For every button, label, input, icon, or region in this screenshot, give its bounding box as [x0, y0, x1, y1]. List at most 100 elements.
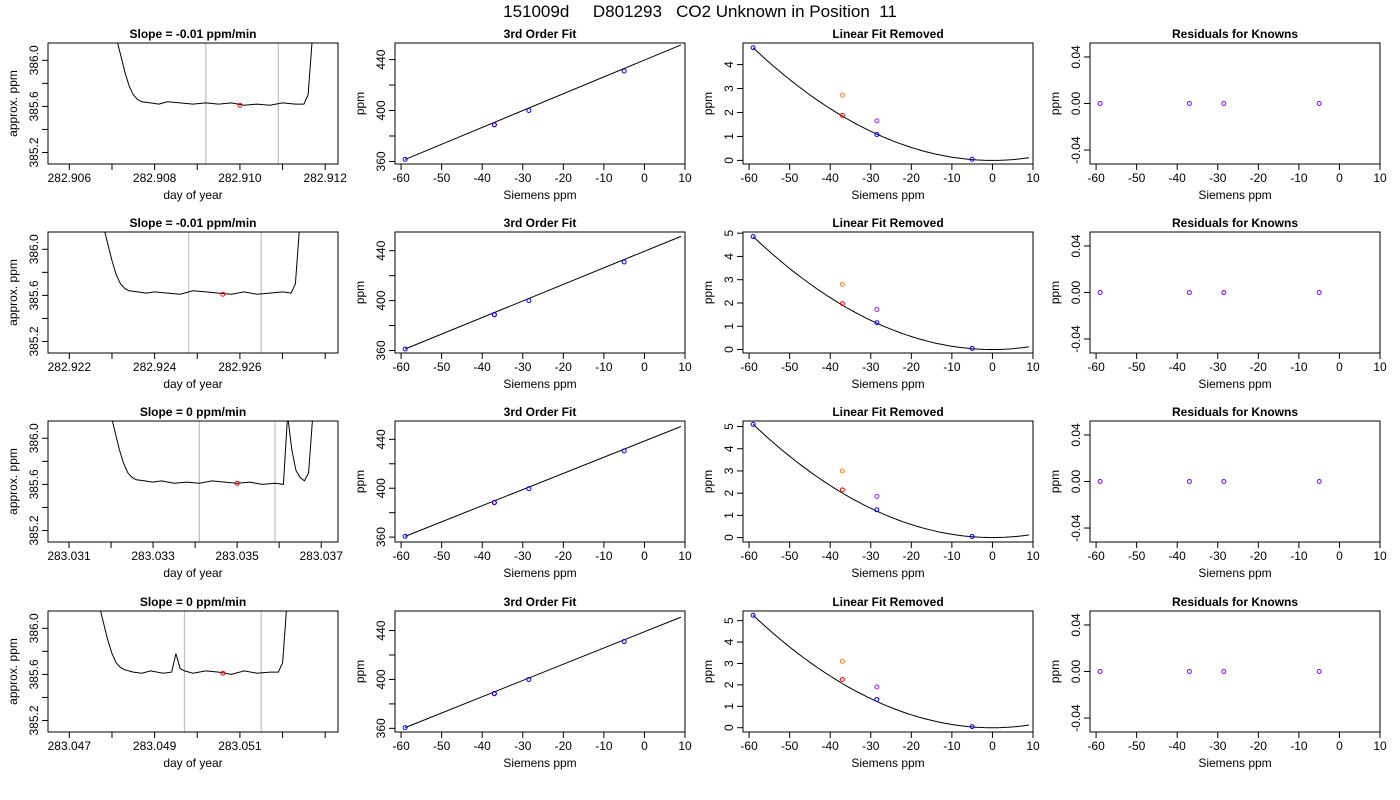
y-tick-label: 2 — [722, 489, 736, 496]
plot-area — [750, 612, 1029, 730]
x-tick-label: -20 — [903, 360, 921, 374]
panel-title: Slope = 0 ppm/min — [140, 405, 246, 419]
data-point — [1221, 479, 1227, 484]
x-tick-label: -40 — [1169, 171, 1187, 185]
x-axis-label: Siemens ppm — [1198, 566, 1271, 580]
x-tick-label: 0 — [989, 739, 996, 753]
data-point — [839, 658, 845, 664]
x-axis-label: Siemens ppm — [503, 756, 576, 770]
y-tick-label: -0.04 — [1069, 325, 1083, 353]
x-tick-label: 10 — [1373, 739, 1387, 753]
residuals-panel-row-3: Residuals for Knowns -60 -50 -40 -30 -20 -10 0 1… — [1048, 405, 1387, 580]
panel-title: Linear Fit Removed — [832, 216, 943, 230]
fit-panel-row-2: 3rd Order Fit -60 -50 -40 -30 -20 -10 0 10 360 400… — [353, 216, 692, 391]
x-tick-label: -10 — [595, 549, 613, 563]
x-tick-label: -40 — [474, 171, 492, 185]
data-point — [1097, 101, 1103, 106]
data-point — [750, 421, 756, 427]
x-tick-label: -10 — [1290, 360, 1308, 374]
data-point — [491, 690, 497, 696]
y-tick-label: 3 — [722, 467, 736, 474]
data-point — [526, 676, 532, 682]
timeseries-panel-row-3: Slope = 0 ppm/min 283.031 283.033 283.035 28… — [6, 405, 343, 580]
y-tick-label: 4 — [722, 445, 736, 452]
x-tick-label: 0 — [641, 739, 648, 753]
y-tick-label: 385.2 — [27, 515, 41, 545]
x-axis-label: Siemens ppm — [851, 756, 924, 770]
x-tick-label: -50 — [433, 171, 451, 185]
y-axis-label: ppm — [1048, 92, 1062, 115]
data-point — [874, 696, 880, 702]
y-tick-label: 400 — [374, 478, 388, 498]
x-axis-label: Siemens ppm — [1198, 756, 1271, 770]
y-tick-label: 360 — [374, 718, 388, 738]
plot-frame — [742, 610, 1034, 733]
data-point — [1097, 479, 1103, 484]
figure-title: 151009d D801293 CO2 Unknown in Position … — [503, 2, 897, 21]
x-tick-label: 0 — [989, 549, 996, 563]
x-tick-label: 0 — [1336, 549, 1343, 563]
data-point — [1186, 669, 1192, 674]
x-tick-label: 282.908 — [133, 171, 177, 185]
plot-frame — [47, 420, 339, 543]
x-tick-label: -60 — [392, 739, 410, 753]
data-point — [750, 612, 756, 618]
plot-frame — [742, 231, 1034, 354]
x-tick-label: -10 — [943, 171, 961, 185]
x-tick-label: 283.033 — [131, 549, 175, 563]
data-point — [750, 45, 756, 51]
plot-frame — [394, 42, 686, 165]
x-tick-label: 10 — [1026, 360, 1040, 374]
x-axis-label: Siemens ppm — [503, 188, 576, 202]
plot-area — [402, 44, 682, 162]
data-point — [491, 311, 497, 317]
y-tick-label: 4 — [722, 253, 736, 260]
x-tick-label: -30 — [514, 171, 532, 185]
x-tick-label: 10 — [678, 360, 692, 374]
data-point — [1316, 669, 1322, 674]
data-point — [874, 493, 880, 499]
x-axis-label: Siemens ppm — [851, 188, 924, 202]
x-tick-label: 283.051 — [218, 739, 262, 753]
y-axis-label: ppm — [353, 470, 367, 493]
plot-frame — [1089, 42, 1381, 165]
x-tick-label: -60 — [392, 360, 410, 374]
y-tick-label: 385.6 — [27, 91, 41, 121]
x-tick-label: -60 — [392, 171, 410, 185]
y-tick-label: 386.0 — [27, 234, 41, 264]
x-tick-label: -30 — [862, 360, 880, 374]
x-tick-label: -60 — [740, 739, 758, 753]
plot-frame — [742, 42, 1034, 165]
x-tick-label: -20 — [555, 360, 573, 374]
x-tick-label: -50 — [1128, 360, 1146, 374]
x-axis-label: Siemens ppm — [851, 377, 924, 391]
x-tick-label: -50 — [433, 549, 451, 563]
y-tick-label: 1 — [722, 512, 736, 519]
x-tick-label: 0 — [641, 171, 648, 185]
x-tick-label: 0 — [641, 549, 648, 563]
plot-area — [117, 43, 313, 164]
timeseries-panel-row-1: Slope = -0.01 ppm/min 282.906 282.908 282.9… — [6, 27, 347, 202]
data-point — [839, 487, 845, 493]
x-tick-label: 10 — [678, 549, 692, 563]
x-tick-label: -10 — [1290, 171, 1308, 185]
y-tick-label: 1 — [722, 133, 736, 140]
x-tick-label: -40 — [474, 360, 492, 374]
x-tick-label: -60 — [740, 360, 758, 374]
x-tick-label: -40 — [474, 549, 492, 563]
y-tick-label: 385.2 — [27, 326, 41, 356]
x-tick-label: -50 — [781, 360, 799, 374]
x-tick-label: 10 — [1026, 549, 1040, 563]
x-tick-label: -10 — [595, 739, 613, 753]
y-tick-label: 2 — [722, 681, 736, 688]
data-point — [491, 499, 497, 505]
plot-area — [111, 421, 313, 542]
panel-title: Slope = -0.01 ppm/min — [129, 216, 256, 230]
data-point — [1316, 290, 1322, 295]
x-tick-label: -60 — [1087, 171, 1105, 185]
x-tick-label: -20 — [1250, 549, 1268, 563]
plot-area — [402, 235, 682, 352]
trace-line — [117, 43, 313, 106]
y-tick-label: 0.00 — [1069, 469, 1083, 493]
x-axis-label: day of year — [163, 756, 222, 770]
